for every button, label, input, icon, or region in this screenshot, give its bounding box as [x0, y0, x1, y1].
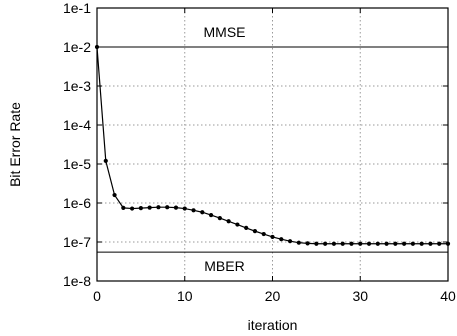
data-point — [384, 241, 389, 246]
data-point — [130, 206, 135, 211]
x-tick-label: 10 — [177, 288, 193, 304]
data-point — [270, 234, 275, 240]
x-axis-title: iteration — [248, 317, 298, 333]
y-tick-label: 1e-6 — [63, 195, 91, 211]
data-point — [191, 208, 196, 213]
data-point — [182, 206, 187, 211]
data-point — [410, 241, 415, 246]
data-point — [340, 241, 345, 246]
reference-lines: MMSE MBER — [97, 24, 448, 274]
data-point — [200, 210, 205, 215]
reference-label-mber: MBER — [204, 258, 244, 274]
data-point — [402, 241, 407, 246]
data-point — [437, 241, 442, 246]
data-point — [138, 205, 143, 211]
y-tick-label: 1e-1 — [63, 0, 91, 16]
data-point — [156, 205, 161, 210]
y-axis-title: Bit Error Rate — [7, 102, 23, 187]
x-tick-label: 20 — [265, 288, 281, 304]
y-tick-label: 1e-3 — [63, 78, 91, 94]
series — [94, 44, 451, 246]
data-point — [261, 231, 266, 237]
data-point — [358, 241, 363, 246]
data-point — [103, 158, 108, 164]
data-point — [217, 216, 222, 221]
data-point — [419, 241, 424, 246]
data-point — [252, 229, 258, 234]
data-point — [173, 205, 179, 210]
data-point — [147, 205, 152, 210]
data-point — [165, 205, 170, 210]
data-point — [112, 192, 117, 198]
y-tick-label: 1e-7 — [63, 234, 91, 250]
data-point — [208, 212, 214, 218]
y-tick-label: 1e-2 — [63, 39, 91, 55]
grid — [97, 8, 448, 281]
data-point — [428, 241, 433, 246]
data-point — [393, 241, 398, 246]
data-point — [279, 237, 284, 242]
data-point — [305, 241, 310, 246]
axis-ticks — [96, 7, 449, 282]
y-tick-label: 1e-4 — [63, 117, 91, 133]
axis-labels: 0 10 20 30 40 1e-8 1e-7 1e-6 1e-5 1e-4 1e-3 1e-2 1e-… — [63, 0, 456, 304]
data-point — [244, 225, 249, 230]
reference-label-mmse: MMSE — [204, 24, 246, 40]
data-point — [331, 241, 337, 246]
data-point — [314, 241, 319, 246]
data-point — [296, 240, 301, 245]
y-tick-label: 1e-5 — [63, 156, 91, 172]
x-tick-label: 40 — [440, 288, 456, 304]
data-point — [226, 219, 231, 224]
data-point — [375, 241, 380, 246]
x-tick-label: 0 — [93, 288, 101, 304]
y-tick-label: 1e-8 — [63, 273, 91, 289]
data-point — [349, 241, 354, 246]
data-point — [287, 239, 293, 244]
data-point — [235, 222, 240, 227]
data-point — [121, 205, 126, 210]
data-point — [323, 241, 328, 246]
x-tick-label: 30 — [352, 288, 368, 304]
data-point — [366, 241, 372, 246]
